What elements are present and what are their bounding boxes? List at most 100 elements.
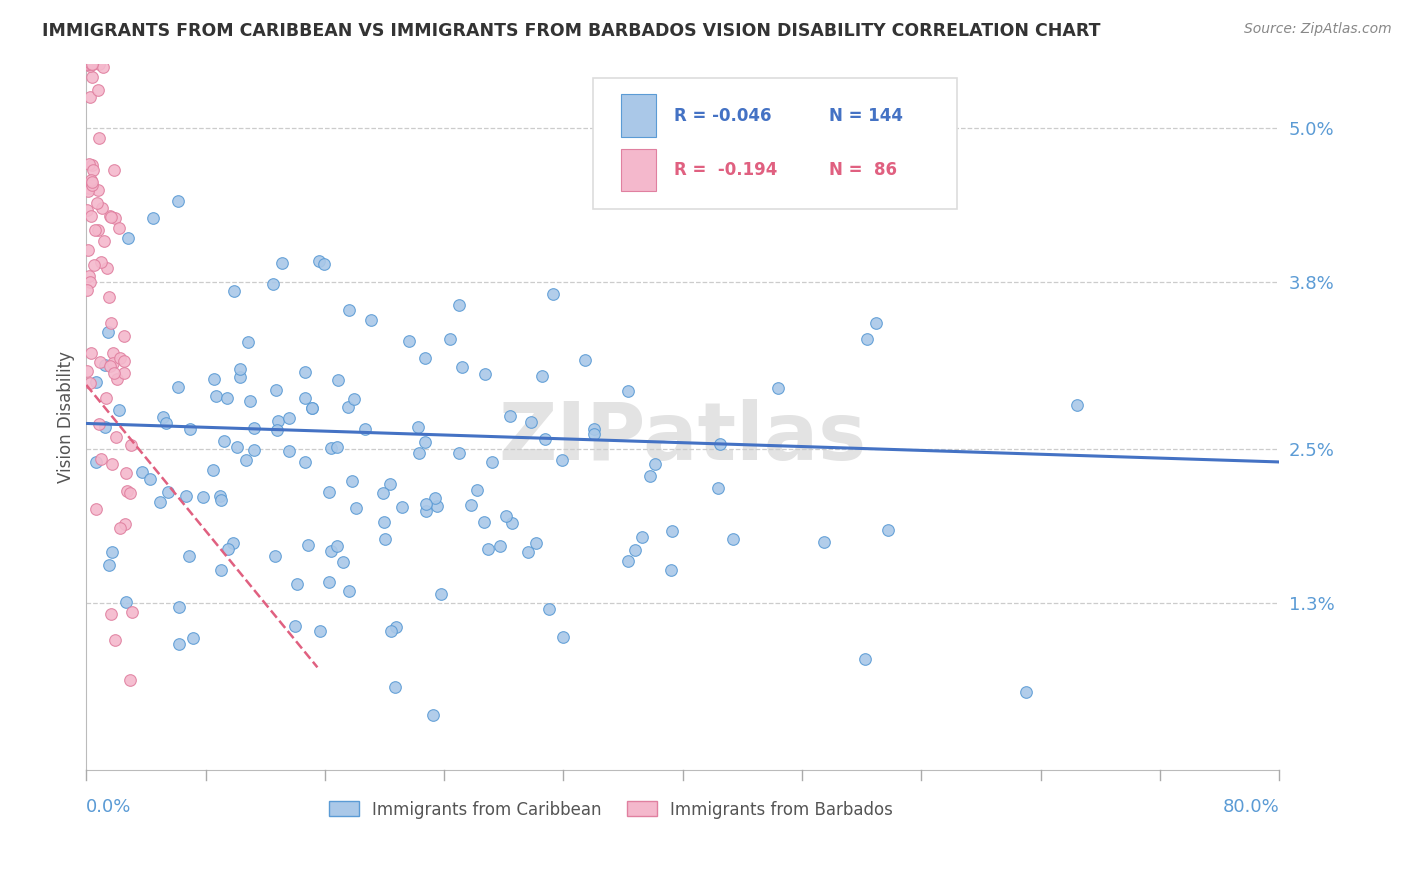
Point <box>360 313 382 327</box>
Point <box>707 481 730 495</box>
Point <box>640 468 662 483</box>
Point <box>284 619 307 633</box>
Point <box>112 353 135 368</box>
Point <box>181 631 204 645</box>
Point <box>813 535 835 549</box>
Point <box>378 477 401 491</box>
Point <box>450 360 472 375</box>
Point <box>631 530 654 544</box>
Point <box>127 824 149 838</box>
Point <box>90 201 112 215</box>
Point <box>243 421 266 435</box>
Point <box>114 517 136 532</box>
FancyBboxPatch shape <box>620 149 657 191</box>
Point <box>91 60 114 74</box>
Point <box>86 183 108 197</box>
Point <box>328 374 350 388</box>
Point <box>120 486 142 500</box>
Point <box>118 673 141 687</box>
Point <box>1066 398 1088 412</box>
Point <box>100 359 122 374</box>
Point <box>120 437 142 451</box>
Point <box>94 419 117 434</box>
Point <box>229 362 252 376</box>
Point <box>617 554 640 568</box>
Point <box>326 440 349 454</box>
Point <box>371 486 394 500</box>
Point <box>354 422 377 436</box>
Point <box>721 532 744 546</box>
Point <box>415 497 437 511</box>
Point <box>474 516 496 530</box>
Point <box>243 443 266 458</box>
Y-axis label: Vision Disability: Vision Disability <box>58 351 75 483</box>
Point <box>297 538 319 552</box>
Point <box>112 367 135 381</box>
Point <box>474 367 496 381</box>
Point <box>481 454 503 468</box>
Point <box>488 539 510 553</box>
Point <box>82 175 104 189</box>
Point <box>100 544 122 558</box>
Point <box>426 499 449 513</box>
Point <box>77 57 100 71</box>
Point <box>176 489 198 503</box>
Point <box>659 563 682 577</box>
Point <box>121 605 143 619</box>
Point <box>80 57 103 71</box>
Point <box>84 502 107 516</box>
Point <box>100 316 122 330</box>
Point <box>205 389 228 403</box>
Point <box>332 555 354 569</box>
Point <box>318 485 340 500</box>
Point <box>413 351 436 365</box>
Point <box>415 504 437 518</box>
Point <box>96 261 118 276</box>
Point <box>271 256 294 270</box>
Point <box>277 444 299 458</box>
Point <box>86 83 108 97</box>
Point <box>301 401 323 415</box>
Point <box>96 391 118 405</box>
Point <box>408 419 430 434</box>
Point <box>398 334 420 348</box>
Point <box>105 430 128 444</box>
Point <box>222 536 245 550</box>
Point <box>79 57 101 71</box>
Point <box>408 446 430 460</box>
Point <box>499 409 522 423</box>
Point <box>100 210 122 224</box>
Point <box>167 827 190 841</box>
Point <box>84 376 107 390</box>
Point <box>524 536 547 550</box>
Point <box>167 638 190 652</box>
Point <box>179 421 201 435</box>
Point <box>391 500 413 515</box>
Point <box>90 451 112 466</box>
Point <box>374 532 396 546</box>
Point <box>337 303 360 318</box>
FancyBboxPatch shape <box>593 78 957 209</box>
Point <box>429 587 451 601</box>
Point <box>79 156 101 170</box>
Point <box>97 558 120 573</box>
Point <box>110 827 132 841</box>
Point <box>103 163 125 178</box>
Point <box>167 194 190 209</box>
Point <box>373 515 395 529</box>
Point <box>121 827 143 841</box>
Point <box>87 57 110 71</box>
Text: R =  -0.194: R = -0.194 <box>675 161 778 179</box>
Point <box>149 494 172 508</box>
Point <box>82 57 104 71</box>
Point <box>344 500 367 515</box>
Point <box>856 332 879 346</box>
Text: ZIPatlas: ZIPatlas <box>499 400 868 477</box>
Point <box>152 410 174 425</box>
Text: 80.0%: 80.0% <box>1222 798 1279 816</box>
Point <box>217 392 239 406</box>
Point <box>82 70 104 84</box>
Point <box>574 353 596 368</box>
Point <box>477 541 499 556</box>
Point <box>167 380 190 394</box>
